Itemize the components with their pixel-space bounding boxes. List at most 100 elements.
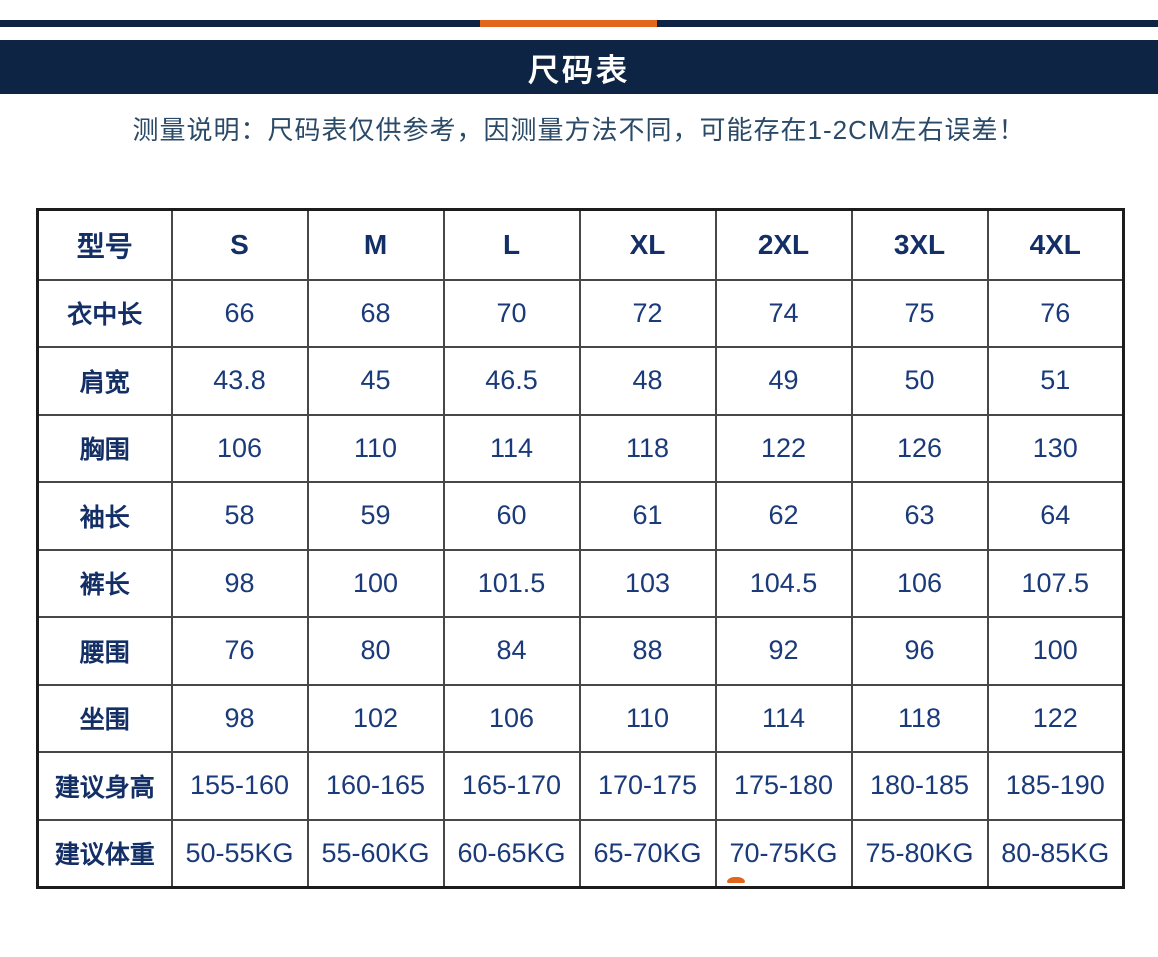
measurement-cell: 180-185 (850, 751, 989, 821)
row-label: 胸围 (36, 413, 173, 483)
row-label: 腰围 (36, 616, 173, 686)
measurement-cell: 84 (442, 616, 581, 686)
measurement-cell: 80 (306, 616, 445, 686)
size-chart-table-container: 型号 S M L XL 2XL 3XL 4XL 衣中长 66 68 70 72 74 75 76 肩宽 43.8… (36, 208, 1125, 889)
table-row: 建议体重 50-55KG 55-60KG 60-65KG 65-70KG 70-75KG 7… (36, 818, 1125, 888)
table-row: 腰围 76 80 84 88 92 96 100 (36, 616, 1125, 686)
size-column-header: L (442, 208, 581, 281)
measurement-cell: 160-165 (306, 751, 445, 821)
measurement-cell: 70-75KG (714, 818, 853, 888)
measurement-cell: 60 (442, 481, 581, 551)
size-label-header: 型号 (36, 208, 173, 281)
table-row: 胸围 106 110 114 118 122 126 130 (36, 413, 1125, 483)
measurement-cell: 55-60KG (306, 818, 445, 888)
measurement-cell: 61 (578, 481, 717, 551)
measurement-cell: 118 (578, 413, 717, 483)
measurement-cell: 68 (306, 278, 445, 348)
measurement-cell: 110 (578, 683, 717, 753)
row-label: 肩宽 (36, 346, 173, 416)
table-row: 建议身高 155-160 160-165 165-170 170-175 175-180 1… (36, 751, 1125, 821)
table-header: 型号 S M L XL 2XL 3XL 4XL (36, 208, 1125, 281)
table-body: 衣中长 66 68 70 72 74 75 76 肩宽 43.8 45 46.5 48 49 50 51 胸围 1… (36, 278, 1125, 888)
header-row: 型号 S M L XL 2XL 3XL 4XL (36, 208, 1125, 281)
table-row: 袖长 58 59 60 61 62 63 64 (36, 481, 1125, 551)
measurement-cell: 100 (986, 616, 1125, 686)
size-column-header: S (170, 208, 309, 281)
table-row: 衣中长 66 68 70 72 74 75 76 (36, 278, 1125, 348)
measurement-cell: 100 (306, 548, 445, 618)
size-column-header: M (306, 208, 445, 281)
measurement-cell: 175-180 (714, 751, 853, 821)
measurement-note: 测量说明：尺码表仅供参考，因测量方法不同，可能存在1-2CM左右误差！ (132, 115, 1026, 145)
measurement-cell: 46.5 (442, 346, 581, 416)
size-chart-title-bar: 尺码表 (0, 40, 1158, 94)
measurement-cell: 106 (850, 548, 989, 618)
measurement-cell: 118 (850, 683, 989, 753)
measurement-cell: 122 (986, 683, 1125, 753)
size-column-header: 2XL (714, 208, 853, 281)
measurement-cell: 185-190 (986, 751, 1125, 821)
measurement-cell: 96 (850, 616, 989, 686)
measurement-cell: 75 (850, 278, 989, 348)
measurement-cell: 88 (578, 616, 717, 686)
measurement-cell: 103 (578, 548, 717, 618)
measurement-cell: 130 (986, 413, 1125, 483)
size-column-header: 3XL (850, 208, 989, 281)
measurement-cell: 80-85KG (986, 818, 1125, 888)
table-row: 肩宽 43.8 45 46.5 48 49 50 51 (36, 346, 1125, 416)
measurement-cell: 43.8 (170, 346, 309, 416)
measurement-cell: 76 (986, 278, 1125, 348)
measurement-cell: 75-80KG (850, 818, 989, 888)
measurement-cell: 50-55KG (170, 818, 309, 888)
top-divider-line (0, 20, 1158, 27)
measurement-cell: 64 (986, 481, 1125, 551)
measurement-cell: 114 (714, 683, 853, 753)
measurement-cell: 126 (850, 413, 989, 483)
row-label: 建议体重 (36, 818, 173, 888)
measurement-cell: 114 (442, 413, 581, 483)
measurement-cell: 92 (714, 616, 853, 686)
size-column-header: 4XL (986, 208, 1125, 281)
orange-decoration-sliver (727, 877, 745, 883)
measurement-cell: 59 (306, 481, 445, 551)
measurement-cell: 65-70KG (578, 818, 717, 888)
measurement-cell: 49 (714, 346, 853, 416)
row-label: 衣中长 (36, 278, 173, 348)
measurement-cell: 51 (986, 346, 1125, 416)
measurement-cell: 165-170 (442, 751, 581, 821)
table-row: 裤长 98 100 101.5 103 104.5 106 107.5 (36, 548, 1125, 618)
measurement-cell: 101.5 (442, 548, 581, 618)
measurement-cell: 70 (442, 278, 581, 348)
row-label: 袖长 (36, 481, 173, 551)
measurement-cell: 63 (850, 481, 989, 551)
measurement-cell: 74 (714, 278, 853, 348)
measurement-cell: 48 (578, 346, 717, 416)
measurement-cell: 62 (714, 481, 853, 551)
measurement-cell: 122 (714, 413, 853, 483)
row-label: 建议身高 (36, 751, 173, 821)
measurement-cell: 58 (170, 481, 309, 551)
size-column-header: XL (578, 208, 717, 281)
table-row: 坐围 98 102 106 110 114 118 122 (36, 683, 1125, 753)
measurement-cell: 110 (306, 413, 445, 483)
measurement-cell: 72 (578, 278, 717, 348)
page-title: 尺码表 (528, 52, 630, 88)
row-label: 裤长 (36, 548, 173, 618)
row-label: 坐围 (36, 683, 173, 753)
measurement-cell: 102 (306, 683, 445, 753)
measurement-cell: 60-65KG (442, 818, 581, 888)
size-chart-table: 型号 S M L XL 2XL 3XL 4XL 衣中长 66 68 70 72 74 75 76 肩宽 43.8… (36, 208, 1125, 889)
measurement-cell: 155-160 (170, 751, 309, 821)
measurement-cell: 50 (850, 346, 989, 416)
measurement-cell: 104.5 (714, 548, 853, 618)
measurement-cell: 45 (306, 346, 445, 416)
measurement-cell: 106 (442, 683, 581, 753)
measurement-cell: 76 (170, 616, 309, 686)
measurement-cell: 170-175 (578, 751, 717, 821)
divider-orange-accent (480, 20, 657, 27)
measurement-cell: 107.5 (986, 548, 1125, 618)
measurement-cell: 106 (170, 413, 309, 483)
measurement-cell: 98 (170, 548, 309, 618)
measurement-cell: 66 (170, 278, 309, 348)
measurement-cell: 98 (170, 683, 309, 753)
